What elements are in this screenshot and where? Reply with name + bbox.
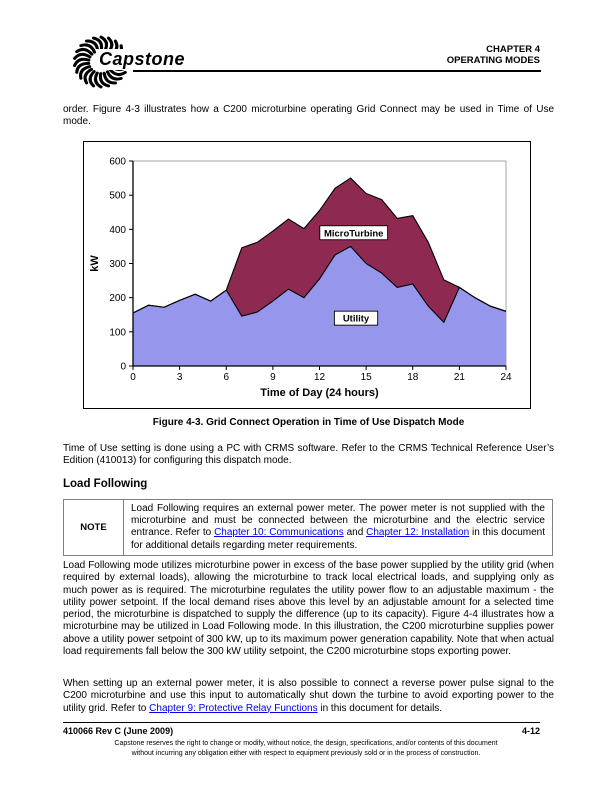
capstone-wordmark: Capstone xyxy=(96,49,189,70)
footer-disclaimer: Capstone reserves the right to change or… xyxy=(76,739,536,758)
svg-text:3: 3 xyxy=(177,372,183,383)
power-meter-text-after: in this document for details. xyxy=(317,702,443,714)
tou-paragraph: Time of Use setting is done using a PC w… xyxy=(63,443,554,467)
load-following-paragraph: Load Following mode utilizes microturbin… xyxy=(63,560,554,658)
svg-text:0: 0 xyxy=(130,372,136,383)
svg-text:9: 9 xyxy=(270,372,276,383)
svg-text:0: 0 xyxy=(120,362,126,373)
chapter-9-protective-relay-link[interactable]: Chapter 9: Protective Relay Functions xyxy=(149,702,318,714)
svg-text:Utility: Utility xyxy=(343,314,370,325)
footer-disclaimer-line2: without incurring any obligation either … xyxy=(131,749,481,757)
svg-text:21: 21 xyxy=(454,372,466,383)
chapter-title: OPERATING MODES xyxy=(446,55,540,66)
note-text-before: Load Following requires an external powe… xyxy=(131,503,545,539)
load-following-heading: Load Following xyxy=(63,478,148,490)
svg-text:12: 12 xyxy=(314,372,326,383)
svg-text:400: 400 xyxy=(109,225,126,236)
power-meter-text-before: When setting up an external power meter,… xyxy=(63,678,554,714)
grid-connect-tou-area-chart: 0 100 200 300 400 500 600 0 3 6 9 12 15 18 21 24 kW Time … xyxy=(89,157,512,400)
chapter-number: CHAPTER 4 xyxy=(486,44,540,55)
svg-text:Time of Day (24 hours): Time of Day (24 hours) xyxy=(260,387,379,399)
figure-4-3: 0 100 200 300 400 500 600 0 3 6 9 12 15 18 21 24 kW Time … xyxy=(83,141,531,409)
intro-paragraph: order. Figure 4-3 illustrates how a C200… xyxy=(63,104,554,128)
svg-text:15: 15 xyxy=(361,372,373,383)
svg-text:18: 18 xyxy=(407,372,419,383)
header-rule xyxy=(133,70,541,72)
svg-text:200: 200 xyxy=(109,293,126,304)
footer-row: 410066 Rev C (June 2009) 4-12 xyxy=(63,726,540,736)
svg-text:24: 24 xyxy=(500,372,512,383)
note-text-mid: and xyxy=(343,527,367,539)
figure-caption: Figure 4-3. Grid Connect Operation in Ti… xyxy=(152,417,465,428)
footer-rule xyxy=(63,722,540,724)
footer-doc-rev: 410066 Rev C (June 2009) xyxy=(63,726,174,736)
power-meter-paragraph: When setting up an external power meter,… xyxy=(63,678,554,715)
note-text: Load Following requires an external powe… xyxy=(124,500,552,555)
svg-text:MicroTurbine: MicroTurbine xyxy=(324,228,383,239)
chapter-12-installation-link[interactable]: Chapter 12: Installation xyxy=(366,527,470,539)
svg-text:100: 100 xyxy=(109,327,126,338)
chapter-heading: CHAPTER 4 OPERATING MODES xyxy=(447,44,540,66)
svg-text:kW: kW xyxy=(89,255,101,272)
note-label: NOTE xyxy=(64,500,124,555)
svg-text:6: 6 xyxy=(223,372,229,383)
note-box: NOTE Load Following requires an external… xyxy=(63,499,553,556)
svg-text:600: 600 xyxy=(109,157,126,168)
footer-disclaimer-line1: Capstone reserves the right to change or… xyxy=(114,740,498,747)
svg-text:300: 300 xyxy=(109,259,126,270)
note-text-after: in this document for additional details … xyxy=(131,527,545,551)
chapter-10-communications-link[interactable]: Chapter 10: Communications xyxy=(214,527,344,539)
svg-text:500: 500 xyxy=(109,191,126,202)
footer-page-number: 4-12 xyxy=(521,726,540,736)
